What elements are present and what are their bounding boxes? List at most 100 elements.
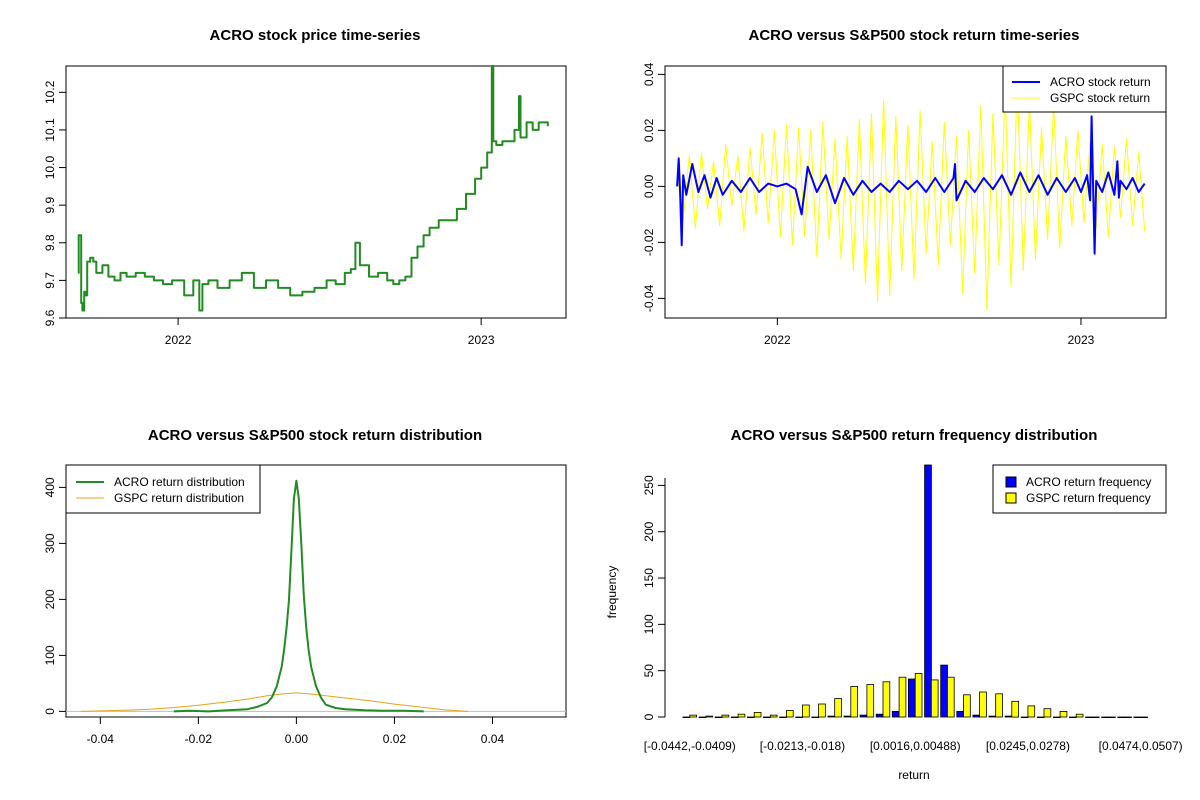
y-tick-label: 9.6 bbox=[43, 309, 57, 326]
series-line-1 bbox=[676, 115, 1146, 255]
bar-gspc bbox=[947, 676, 955, 718]
bar-acro bbox=[827, 715, 836, 718]
bar-gspc bbox=[802, 704, 810, 718]
bar-acro bbox=[1069, 716, 1077, 719]
bar-gspc bbox=[786, 710, 794, 718]
bar-acro bbox=[714, 716, 723, 719]
y-axis-label: frequency bbox=[605, 566, 619, 619]
bar-acro bbox=[698, 716, 707, 719]
bar-acro bbox=[1101, 716, 1109, 719]
bar-acro bbox=[747, 716, 755, 719]
bar-gspc bbox=[882, 681, 891, 718]
series-line-1 bbox=[80, 692, 469, 712]
x-axis-label: return bbox=[898, 768, 929, 782]
bar-gspc bbox=[1140, 716, 1148, 719]
bar-gspc bbox=[834, 698, 842, 718]
x-tick-label: 0.00 bbox=[285, 732, 309, 746]
legend: ACRO stock return GSPC stock return bbox=[1002, 65, 1167, 113]
y-tick-label: 9.9 bbox=[43, 197, 57, 214]
legend-swatch-gspc bbox=[1005, 492, 1017, 504]
bar-gspc bbox=[753, 712, 762, 718]
bar-acro bbox=[1117, 716, 1126, 719]
bar-gspc bbox=[721, 714, 730, 718]
bar-gspc bbox=[914, 673, 923, 718]
bar-acro bbox=[1020, 716, 1029, 719]
bar-gspc bbox=[1059, 711, 1068, 718]
x-tick-label: 0.04 bbox=[481, 732, 505, 746]
bar-acro bbox=[811, 716, 819, 719]
legend-box bbox=[1002, 65, 1167, 113]
legend-label-gspc: GSPC return frequency bbox=[1026, 491, 1151, 505]
legend-box bbox=[65, 464, 261, 514]
bar-gspc bbox=[1043, 708, 1052, 718]
x-tick-label: [0.0245,0.0278) bbox=[986, 739, 1070, 753]
bar-gspc bbox=[1091, 716, 1100, 719]
bar-gspc bbox=[995, 693, 1003, 718]
y-tick-label: -0.04 bbox=[642, 284, 656, 312]
x-tick-label: [0.0016,0.00488) bbox=[870, 739, 961, 753]
return-frequency-panel: ACRO versus S&P500 return frequency dist… bbox=[605, 427, 1183, 782]
bar-gspc bbox=[850, 686, 858, 718]
bar-acro bbox=[1085, 716, 1093, 719]
y-tick-label: 10.1 bbox=[43, 118, 57, 142]
x-tick-label: 2022 bbox=[764, 333, 791, 347]
y-tick-label: 400 bbox=[43, 477, 57, 497]
bar-gspc bbox=[979, 691, 987, 718]
bar-gspc bbox=[1124, 716, 1132, 719]
bar-acro bbox=[924, 464, 932, 718]
x-tick-label: 2023 bbox=[1068, 333, 1095, 347]
bar-acro bbox=[682, 716, 691, 719]
bar-acro bbox=[940, 664, 948, 718]
legend-label-acro: ACRO return frequency bbox=[1026, 475, 1151, 489]
x-tick-label: [-0.0213,-0.018) bbox=[760, 739, 845, 753]
x-tick-label: 0.02 bbox=[383, 732, 407, 746]
bar-gspc bbox=[705, 715, 714, 718]
bar-acro bbox=[875, 713, 884, 718]
plot-frame bbox=[65, 464, 567, 718]
x-axis: [-0.0442,-0.0409) [-0.0213,-0.018) [0.0016… bbox=[644, 739, 1183, 753]
bar-gspc bbox=[737, 713, 746, 718]
legend: ACRO return frequency GSPC return freque… bbox=[992, 464, 1167, 514]
bar-gspc bbox=[818, 703, 826, 718]
x-tick-label: [0.0474,0.0507) bbox=[1099, 739, 1183, 753]
legend: ACRO return distribution GSPC return dis… bbox=[65, 464, 261, 514]
bar-acro bbox=[891, 711, 900, 718]
y-tick-label: 0 bbox=[642, 713, 656, 720]
series-lines bbox=[77, 65, 549, 312]
bar-acro bbox=[730, 716, 739, 719]
bar-acro bbox=[988, 715, 997, 718]
y-tick-label: 150 bbox=[642, 568, 656, 588]
bar-gspc bbox=[769, 714, 778, 718]
legend-box bbox=[992, 464, 1167, 514]
bar-acro bbox=[956, 711, 964, 718]
series-line-0 bbox=[676, 79, 1146, 311]
bar-acro bbox=[972, 714, 981, 718]
bar-gspc bbox=[1108, 716, 1116, 719]
y-tick-label: 100 bbox=[642, 614, 656, 634]
y-axis: 9.6 9.7 9.8 9.9 10.0 10.1 10.2 bbox=[43, 80, 66, 326]
y-tick-label: 250 bbox=[642, 475, 656, 495]
chart-title: ACRO versus S&P500 return frequency dist… bbox=[731, 427, 1098, 444]
bar-gspc bbox=[1011, 700, 1019, 718]
bar-gspc bbox=[963, 694, 971, 718]
return-distribution-panel: ACRO versus S&P500 stock return distribu… bbox=[43, 427, 567, 746]
bar-acro bbox=[1004, 715, 1013, 718]
y-tick-label: 100 bbox=[43, 645, 57, 665]
bars bbox=[682, 464, 1148, 719]
y-axis: 0 100 200 300 400 bbox=[43, 477, 66, 715]
legend-swatch-acro bbox=[1005, 476, 1017, 488]
chart-title: ACRO versus S&P500 stock return time-ser… bbox=[749, 27, 1080, 44]
bar-gspc bbox=[898, 676, 907, 718]
y-axis: 0 50 100 150 200 250 bbox=[642, 475, 665, 720]
series-lines bbox=[676, 79, 1146, 311]
x-tick-label: -0.04 bbox=[87, 732, 115, 746]
y-tick-label: 10.0 bbox=[43, 156, 57, 180]
bar-gspc bbox=[1075, 713, 1084, 718]
series-line-0 bbox=[77, 65, 549, 312]
chart-title: ACRO stock price time-series bbox=[210, 27, 421, 44]
legend-label-acro: ACRO return distribution bbox=[114, 475, 245, 489]
y-tick-label: 50 bbox=[642, 664, 656, 678]
acro-price-panel: ACRO stock price time-series 2022 2023 9.… bbox=[43, 27, 567, 347]
bar-gspc bbox=[689, 714, 697, 718]
bar-acro bbox=[1036, 716, 1045, 719]
